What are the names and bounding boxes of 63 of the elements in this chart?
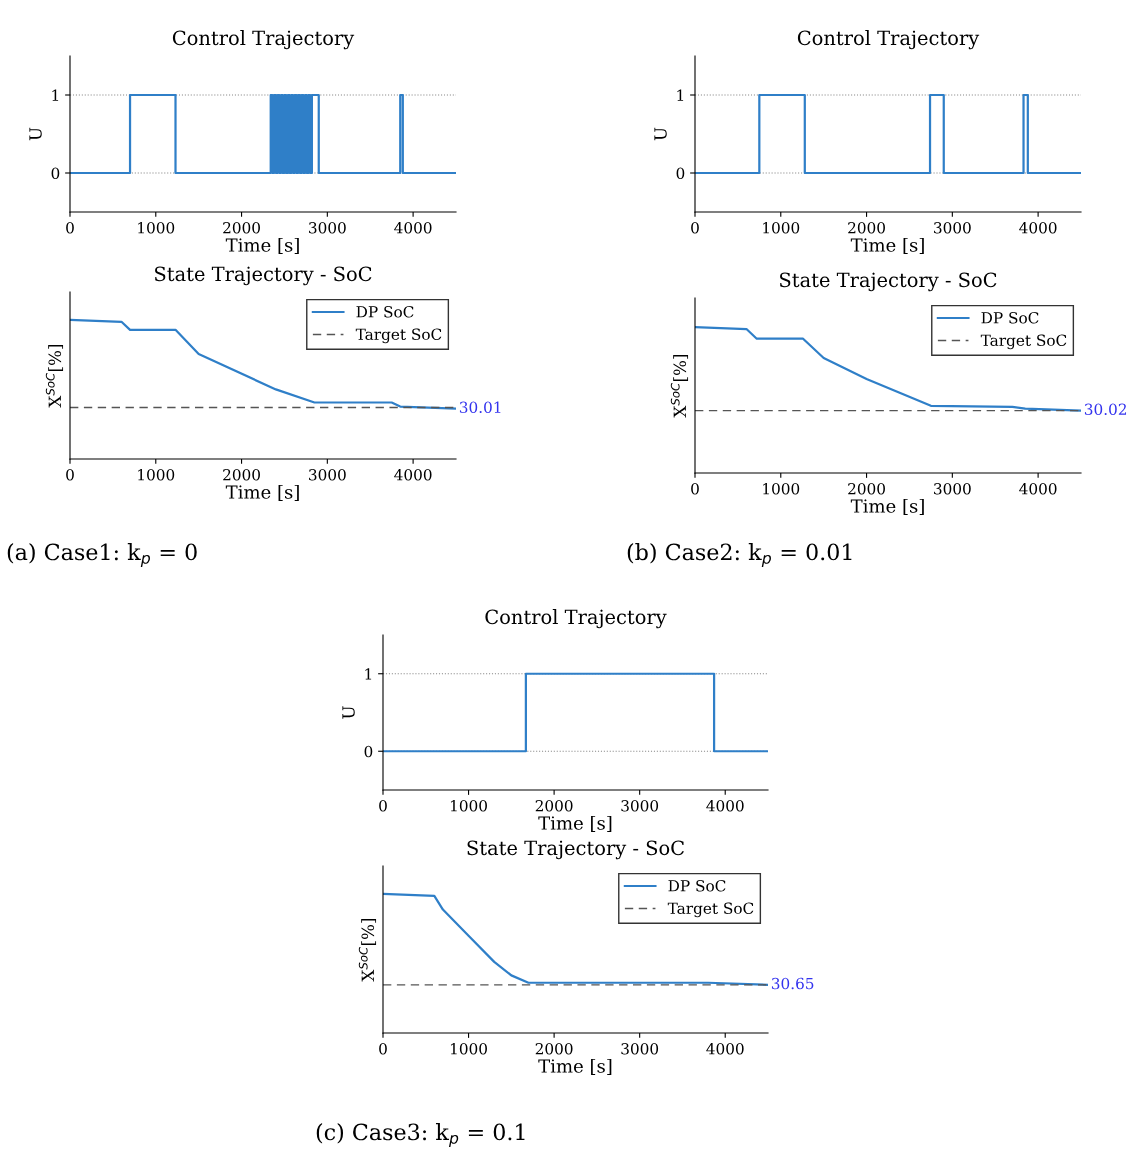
x-tick-label: 0 — [66, 221, 74, 234]
legend-label: Target SoC — [667, 902, 754, 918]
x-tick-label: 3000 — [621, 799, 659, 812]
y-axis-title: U — [342, 706, 355, 719]
x-tick-label: 4000 — [706, 1042, 744, 1055]
chart-title: Control Trajectory — [485, 609, 667, 629]
y-axis-title: X$^{SoC}$[%] — [670, 355, 689, 418]
y-axis-title: U — [29, 127, 42, 141]
y-tick-label: 1 — [677, 89, 684, 101]
x-tick-label: 4000 — [1019, 221, 1057, 234]
x-tick-label: 0 — [379, 799, 387, 812]
x-tick-label: 3000 — [309, 221, 346, 234]
x-tick-label: 1000 — [138, 221, 175, 234]
x-axis-title: Time [s] — [538, 1058, 612, 1075]
text: 30.01 — [459, 401, 501, 414]
text: 30.02 — [1084, 403, 1127, 416]
x-tick-label: 1000 — [450, 1042, 487, 1055]
x-tick-label: 4000 — [1019, 482, 1057, 495]
legend-label: DP SoC — [981, 312, 1039, 324]
x-tick-label: 2000 — [848, 482, 885, 495]
x-axis-title: Time [s] — [225, 484, 299, 501]
text: 30.65 — [771, 977, 814, 990]
x-tick-label: 2000 — [223, 221, 260, 234]
x-axis-title: Time [s] — [850, 498, 924, 515]
chart-title: Control Trajectory — [797, 30, 980, 50]
x-tick-label: 0 — [379, 1042, 387, 1055]
text: (b) Case2: k$_{p}$ = 0.01 — [627, 543, 852, 567]
y-axis-title: U — [654, 127, 667, 141]
x-axis-title: Time [s] — [225, 237, 299, 254]
x-tick-label: 1000 — [138, 468, 175, 481]
x-tick-label: 0 — [691, 482, 699, 495]
legend-label: Target SoC — [980, 334, 1067, 350]
y-axis-title: X$^{SoC}$[%] — [45, 345, 64, 408]
legend-label: Target SoC — [355, 328, 442, 344]
text: (a) Case1: k$_{p}$ = 0 — [7, 543, 197, 567]
chart-title: State Trajectory - SoC — [467, 840, 684, 860]
x-tick-label: 2000 — [535, 799, 573, 812]
x-tick-label: 2000 — [535, 1042, 573, 1055]
x-tick-label: 1000 — [763, 482, 800, 495]
text: (c) Case3: k$_{p}$ = 0.1 — [316, 1123, 525, 1147]
y-tick-label: 1 — [52, 89, 59, 101]
x-tick-label: 4000 — [394, 468, 432, 481]
legend-label: DP SoC — [356, 306, 414, 318]
x-axis-title: Time [s] — [850, 237, 924, 254]
chart-title: Control Trajectory — [172, 30, 355, 50]
x-tick-label: 0 — [66, 468, 74, 481]
chart-title: State Trajectory - SoC — [155, 266, 372, 286]
x-tick-label: 2000 — [223, 468, 260, 481]
x-axis-title: Time [s] — [538, 815, 612, 832]
x-tick-label: 0 — [691, 221, 699, 234]
x-tick-label: 4000 — [706, 799, 744, 812]
y-axis-title: X$^{SoC}$[%] — [358, 919, 377, 982]
x-tick-label: 2000 — [848, 221, 885, 234]
x-tick-label: 1000 — [450, 799, 487, 812]
legend-label: DP SoC — [668, 880, 726, 892]
x-tick-label: 4000 — [394, 221, 432, 234]
x-tick-label: 1000 — [763, 221, 800, 234]
x-tick-label: 3000 — [934, 221, 971, 234]
x-tick-label: 3000 — [621, 1042, 659, 1055]
x-tick-label: 3000 — [934, 482, 971, 495]
x-tick-label: 3000 — [309, 468, 346, 481]
y-tick-label: 1 — [365, 668, 372, 680]
chart-title: State Trajectory - SoC — [780, 272, 997, 292]
